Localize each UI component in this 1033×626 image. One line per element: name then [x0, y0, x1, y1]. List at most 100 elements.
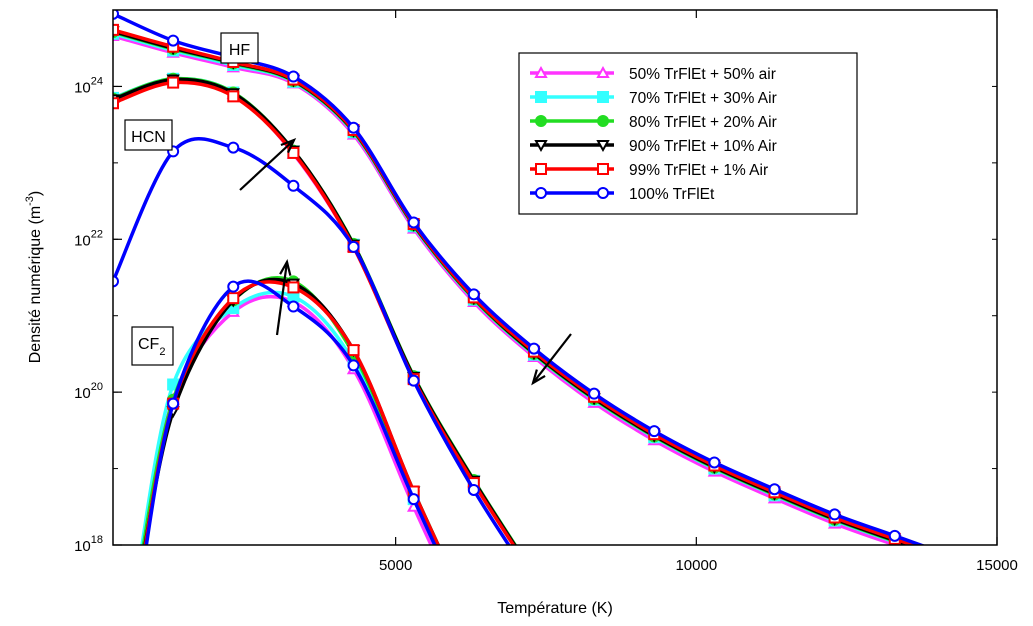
point-hf-100-trflet-5	[407, 216, 420, 229]
cf2-trend-arrow-head	[279, 259, 292, 276]
label-hf-box	[220, 32, 259, 64]
y-axis-label-base: Densité numérique (m	[27, 206, 44, 363]
hf-trend-arrow-shaft	[532, 333, 572, 384]
y-tick-label-3: 1024	[74, 75, 103, 96]
cf2-trend-arrow-shaft	[275, 261, 289, 336]
y-axis-label-exp: -3	[24, 196, 36, 206]
point-hf-100-trflet-6	[467, 288, 480, 301]
label-hcn: HCN	[124, 119, 173, 151]
y-tick-label-base-0: 10	[74, 538, 91, 555]
point-hcn-100-trflet-0	[113, 275, 119, 288]
point-hcn-100-trflet-4	[347, 240, 360, 253]
point-hf-100-trflet-0	[113, 10, 119, 20]
legend-label-5: 100% TrFlEt	[629, 186, 715, 203]
label-hcn-text: HCN	[131, 129, 166, 146]
label-hcn-box	[124, 119, 173, 151]
legend-marker-left-3	[534, 140, 548, 153]
species-cf2	[140, 275, 441, 545]
legend-items: 50% TrFlEt + 50% air 70% TrFlEt + 30% Air…	[530, 65, 777, 203]
legend-item-80-trflet-20-air: 80% TrFlEt + 20% Air	[530, 114, 777, 131]
y-tick-label-1: 1020	[74, 381, 103, 402]
legend: 50% TrFlEt + 50% air 70% TrFlEt + 30% Air…	[518, 52, 858, 215]
legend-marker-right-3	[596, 140, 610, 153]
point-hcn-99-trflet-1-air-2	[227, 90, 240, 103]
point-hf-100-trflet-11	[768, 483, 781, 496]
legend-marker-left-0	[534, 65, 548, 78]
y-tick-label-exp-0: 18	[91, 534, 103, 546]
point-hcn-99-trflet-1-air-0	[113, 97, 119, 110]
plot-frame	[112, 9, 998, 546]
legend-item-50-trflet-50-air: 50% TrFlEt + 50% air	[530, 65, 776, 83]
point-hf-99-trflet-1-air-0	[113, 23, 119, 36]
point-hf-100-trflet-12	[828, 508, 841, 521]
point-cf2-99-trflet-1-air-3	[287, 281, 300, 294]
legend-label-1: 70% TrFlEt + 30% Air	[629, 90, 777, 107]
legend-marker-right-2	[597, 115, 609, 127]
x-tick-label-2: 15000	[976, 557, 1018, 574]
y-tick-label-0: 1018	[74, 534, 103, 555]
point-cf2-100-trflet-3	[287, 300, 300, 313]
legend-marker-right-4	[597, 163, 609, 175]
y-tick-label-base-3: 10	[74, 79, 91, 96]
legend-label-2: 80% TrFlEt + 20% Air	[629, 114, 777, 131]
point-cf2-99-trflet-1-air-4	[347, 344, 360, 357]
cf2-trend-arrow	[275, 259, 292, 336]
label-cf2-text: CF2	[138, 336, 165, 358]
y-axis-label: Densité numérique (m-3)	[24, 191, 44, 364]
point-cf2-100-trflet-4	[347, 359, 360, 372]
legend-item-100-trflet: 100% TrFlEt	[530, 186, 715, 203]
species-hf	[113, 10, 926, 545]
legend-marker-left-5	[535, 187, 547, 199]
legend-marker-right-5	[597, 187, 609, 199]
species-hcn	[113, 72, 518, 545]
point-hf-100-trflet-9	[648, 425, 661, 438]
point-hf-100-trflet-7	[527, 342, 540, 355]
point-hf-100-trflet-13	[888, 529, 901, 542]
series-layer	[113, 10, 926, 545]
arrow-layer	[239, 137, 572, 386]
y-tick-label-exp-2: 22	[91, 228, 103, 240]
point-cf2-100-trflet-1	[167, 397, 180, 410]
hf-trend-arrow	[531, 333, 572, 386]
label-cf2-box	[131, 326, 174, 366]
label-cf2-sub: 2	[159, 346, 165, 358]
legend-label-3: 90% TrFlEt + 10% Air	[629, 138, 777, 155]
legend-marker-right-1	[597, 91, 609, 103]
label-cf2-base: CF	[138, 336, 160, 353]
y-tick-label-2: 1022	[74, 228, 103, 249]
hcn-trend-arrow	[239, 137, 297, 191]
legend-item-90-trflet-10-air: 90% TrFlEt + 10% Air	[530, 138, 777, 155]
y-axis-label-close: )	[27, 191, 44, 196]
point-hf-100-trflet-10	[708, 456, 721, 469]
point-hf-100-trflet-8	[588, 387, 601, 400]
legend-box	[518, 52, 858, 215]
hcn-trend-arrow-shaft	[239, 139, 295, 191]
point-hcn-100-trflet-6	[467, 483, 480, 496]
legend-marker-right-0	[596, 65, 610, 78]
legend-item-70-trflet-30-air: 70% TrFlEt + 30% Air	[530, 90, 777, 107]
y-tick-label-base-1: 10	[74, 385, 91, 402]
point-hf-100-trflet-1	[167, 34, 180, 47]
hf-trend-arrow-head	[531, 369, 546, 386]
legend-marker-left-4	[535, 163, 547, 175]
label-hf: HF	[220, 32, 259, 64]
y-tick-label-exp-1: 20	[91, 381, 103, 393]
point-hf-100-trflet-3	[287, 70, 300, 83]
legend-label-4: 99% TrFlEt + 1% Air	[629, 162, 768, 179]
legend-label-0: 50% TrFlEt + 50% air	[629, 66, 776, 83]
line-hf-100-trflet	[113, 12, 926, 545]
label-hf-text: HF	[229, 42, 251, 59]
legend-marker-left-1	[535, 91, 547, 103]
point-hcn-100-trflet-2	[227, 141, 240, 154]
hcn-trend-arrow-head	[280, 137, 297, 154]
y-tick-label-base-2: 10	[74, 232, 91, 249]
point-hcn-100-trflet-3	[287, 179, 300, 192]
point-hcn-100-trflet-5	[407, 374, 420, 387]
point-hcn-99-trflet-1-air-1	[167, 76, 180, 89]
point-cf2-100-trflet-2	[227, 280, 240, 293]
x-axis-label: Température (K)	[497, 600, 613, 617]
point-hf-100-trflet-4	[347, 121, 360, 134]
y-tick-label-exp-3: 24	[91, 75, 103, 87]
